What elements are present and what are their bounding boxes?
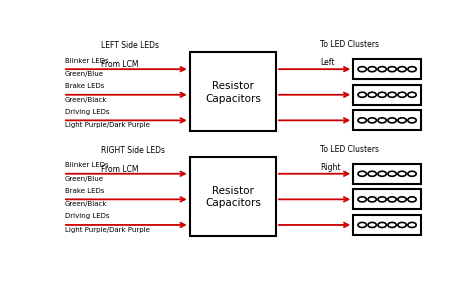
- Text: From LCM: From LCM: [101, 60, 139, 69]
- Circle shape: [368, 223, 376, 227]
- Text: Blinker LEDs: Blinker LEDs: [65, 162, 109, 168]
- Bar: [353, 215, 421, 235]
- Circle shape: [388, 197, 396, 202]
- Text: Left: Left: [320, 58, 335, 67]
- Text: Light Purple/Dark Purple: Light Purple/Dark Purple: [65, 122, 150, 128]
- Circle shape: [398, 171, 406, 176]
- Text: Green/Blue: Green/Blue: [65, 71, 104, 77]
- Text: Resistor: Resistor: [212, 186, 254, 196]
- Circle shape: [398, 67, 406, 72]
- Circle shape: [408, 197, 416, 202]
- Circle shape: [398, 197, 406, 202]
- Circle shape: [368, 67, 376, 72]
- Text: Driving LEDs: Driving LEDs: [65, 109, 109, 115]
- Circle shape: [408, 171, 416, 176]
- Bar: [190, 157, 276, 236]
- Circle shape: [408, 67, 416, 72]
- Circle shape: [378, 197, 386, 202]
- Circle shape: [378, 92, 386, 97]
- Circle shape: [388, 67, 396, 72]
- Text: Blinker LEDs: Blinker LEDs: [65, 58, 109, 64]
- Bar: [353, 189, 421, 209]
- Circle shape: [388, 223, 396, 227]
- Text: LEFT Side LEDs: LEFT Side LEDs: [101, 41, 159, 50]
- Bar: [353, 85, 421, 105]
- Text: Brake LEDs: Brake LEDs: [65, 188, 104, 194]
- Circle shape: [358, 67, 366, 72]
- Circle shape: [388, 171, 396, 176]
- Circle shape: [358, 92, 366, 97]
- Circle shape: [408, 118, 416, 123]
- Text: Light Purple/Dark Purple: Light Purple/Dark Purple: [65, 227, 150, 233]
- Bar: [190, 53, 276, 131]
- Circle shape: [408, 92, 416, 97]
- Circle shape: [368, 118, 376, 123]
- Text: From LCM: From LCM: [101, 165, 139, 174]
- Text: Brake LEDs: Brake LEDs: [65, 83, 104, 89]
- Circle shape: [368, 92, 376, 97]
- Text: To LED Clusters: To LED Clusters: [320, 40, 379, 49]
- Circle shape: [388, 118, 396, 123]
- Circle shape: [378, 223, 386, 227]
- Text: Right: Right: [320, 163, 340, 172]
- Text: RIGHT Side LEDs: RIGHT Side LEDs: [101, 146, 165, 155]
- Circle shape: [378, 67, 386, 72]
- Bar: [353, 110, 421, 130]
- Circle shape: [378, 171, 386, 176]
- Circle shape: [378, 118, 386, 123]
- Text: Green/Blue: Green/Blue: [65, 175, 104, 181]
- Circle shape: [358, 197, 366, 202]
- Text: Capacitors: Capacitors: [205, 198, 261, 208]
- Circle shape: [388, 92, 396, 97]
- Circle shape: [358, 171, 366, 176]
- Circle shape: [368, 197, 376, 202]
- Bar: [353, 59, 421, 79]
- Text: Driving LEDs: Driving LEDs: [65, 213, 109, 219]
- Bar: [353, 164, 421, 184]
- Circle shape: [368, 171, 376, 176]
- Circle shape: [358, 223, 366, 227]
- Circle shape: [398, 118, 406, 123]
- Circle shape: [398, 223, 406, 227]
- Circle shape: [358, 118, 366, 123]
- Text: Green/Black: Green/Black: [65, 201, 107, 207]
- Circle shape: [408, 223, 416, 227]
- Text: To LED Clusters: To LED Clusters: [320, 145, 379, 154]
- Circle shape: [398, 92, 406, 97]
- Text: Capacitors: Capacitors: [205, 94, 261, 104]
- Text: Green/Black: Green/Black: [65, 97, 107, 103]
- Text: Resistor: Resistor: [212, 81, 254, 91]
